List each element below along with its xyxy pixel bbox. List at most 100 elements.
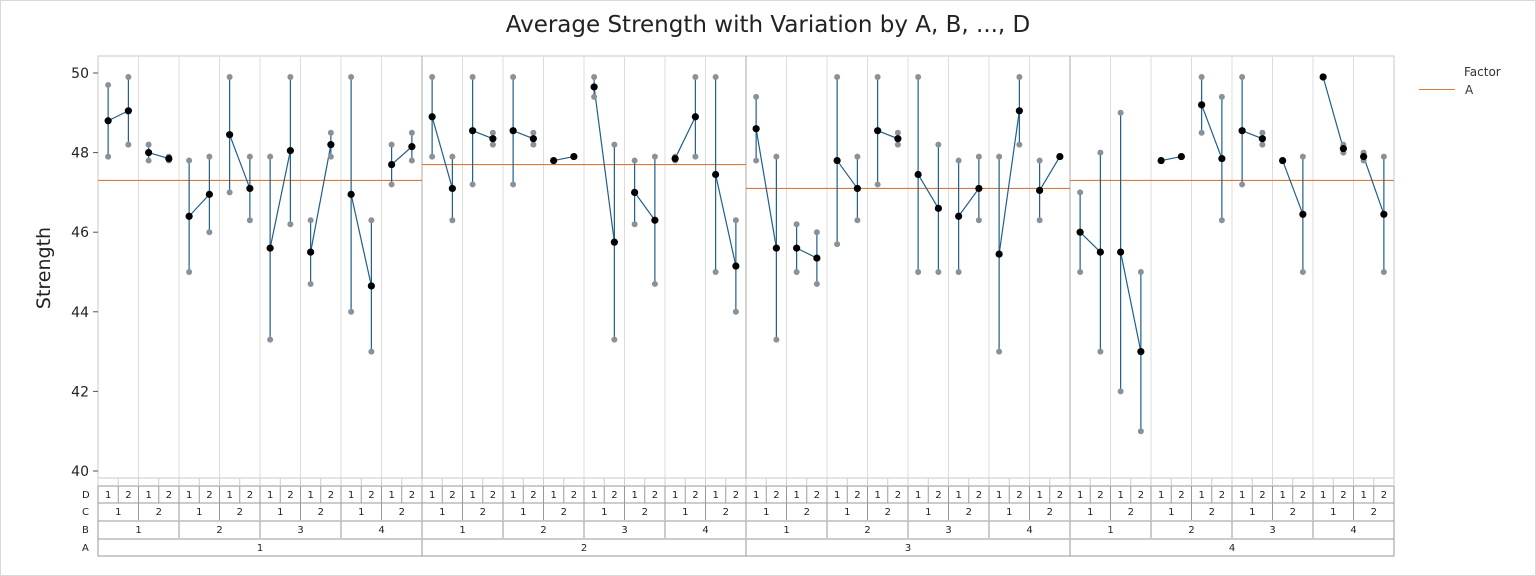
observation-point [530, 141, 537, 148]
mean-point [347, 190, 355, 198]
mean-point [793, 244, 801, 252]
mean-point [590, 83, 598, 91]
table-cell-label: 2 [571, 490, 577, 501]
table-cell-label: 2 [804, 507, 810, 518]
table-cell-label: 1 [469, 490, 475, 501]
table-cell-label: 1 [631, 490, 637, 501]
mean-point [165, 154, 173, 163]
observation-point [631, 157, 638, 164]
table-cell-label: 1 [510, 490, 516, 501]
table-cell-label: 1 [1249, 507, 1255, 518]
mean-point [813, 254, 821, 262]
mean-point [367, 282, 375, 290]
observation-point [530, 129, 537, 136]
mean-point [1360, 152, 1368, 161]
table-cell-label: 2 [399, 507, 405, 518]
observation-point [1259, 141, 1266, 148]
observation-point [1299, 269, 1306, 275]
observation-point [307, 217, 314, 224]
observation-point [206, 153, 213, 160]
table-cell-label: 2 [1259, 490, 1265, 501]
mean-point [874, 127, 882, 135]
observation-point [449, 153, 456, 160]
observation-point [1077, 189, 1084, 196]
table-cell-label: 2 [368, 490, 374, 501]
observation-point [874, 73, 881, 80]
observation-point [793, 269, 800, 275]
observation-point [773, 336, 780, 343]
table-cell-label: 1 [1077, 490, 1083, 501]
mean-point [550, 156, 558, 165]
table-cell-label: 3 [905, 543, 911, 554]
table-cell-label: 1 [783, 525, 789, 536]
observation-point [813, 229, 820, 236]
mean-point [955, 212, 963, 220]
mean-point [833, 156, 841, 165]
mean-point [1015, 107, 1023, 115]
y-tick-label: 48 [71, 146, 89, 162]
observation-point [408, 157, 415, 164]
mean-connector [1120, 251, 1142, 352]
table-cell-label: 1 [1168, 507, 1174, 518]
table-cell-label: 2 [885, 507, 891, 518]
table-cell-label: 1 [307, 490, 313, 501]
observation-point [996, 153, 1003, 160]
observation-point [1198, 129, 1205, 136]
mean-point [448, 184, 456, 193]
table-cell-label: 3 [945, 525, 951, 536]
observation-point [773, 153, 780, 160]
mean-connector [917, 174, 939, 209]
observation-point [226, 189, 233, 196]
observation-point [834, 73, 841, 80]
observation-point [996, 348, 1003, 355]
observation-point [1380, 269, 1387, 275]
table-cell-label: 1 [1117, 490, 1123, 501]
table-cell-label: 1 [1087, 507, 1093, 518]
table-cell-label: 2 [166, 490, 172, 501]
observation-point [813, 280, 820, 287]
mean-connector [674, 116, 696, 159]
table-row-label: C [82, 507, 89, 518]
table-cell-label: 1 [257, 543, 263, 554]
observation-point [1218, 93, 1225, 100]
mean-point [610, 238, 618, 246]
observation-point [368, 348, 375, 355]
observation-point [692, 73, 699, 80]
table-row-label: B [82, 525, 89, 536]
observation-point [631, 221, 638, 228]
observation-point [510, 181, 517, 188]
mean-point [995, 250, 1003, 258]
table-cell-label: 1 [682, 507, 688, 518]
table-cell-label: 2 [1016, 490, 1022, 501]
mean-point [570, 152, 578, 161]
observation-point [955, 269, 962, 275]
mean-point [124, 107, 132, 115]
table-cell-label: 1 [955, 490, 961, 501]
table-cell-label: 1 [1158, 490, 1164, 501]
observation-point [651, 280, 658, 287]
mean-point [651, 216, 659, 224]
table-cell-label: 1 [1198, 490, 1204, 501]
mean-connector [1322, 76, 1344, 149]
observation-point [975, 153, 982, 160]
table-cell-label: 1 [1006, 507, 1012, 518]
table-cell-label: 3 [621, 525, 627, 536]
mean-point [752, 125, 760, 133]
mean-connector [877, 130, 899, 140]
observation-point [915, 73, 922, 80]
table-cell-label: 2 [1097, 490, 1103, 501]
mean-connector [1282, 160, 1304, 215]
mean-connector [512, 130, 534, 140]
mean-point [1036, 186, 1044, 195]
table-cell-label: 2 [1290, 507, 1296, 518]
observation-point [874, 181, 881, 188]
table-cell-label: 1 [591, 490, 597, 501]
table-cell-label: 2 [611, 490, 617, 501]
table-cell-label: 1 [793, 490, 799, 501]
mean-point [408, 143, 416, 151]
y-tick-label: 44 [71, 305, 89, 321]
mean-connector [431, 116, 453, 189]
table-cell-label: 3 [1269, 525, 1275, 536]
observation-point [591, 73, 598, 80]
